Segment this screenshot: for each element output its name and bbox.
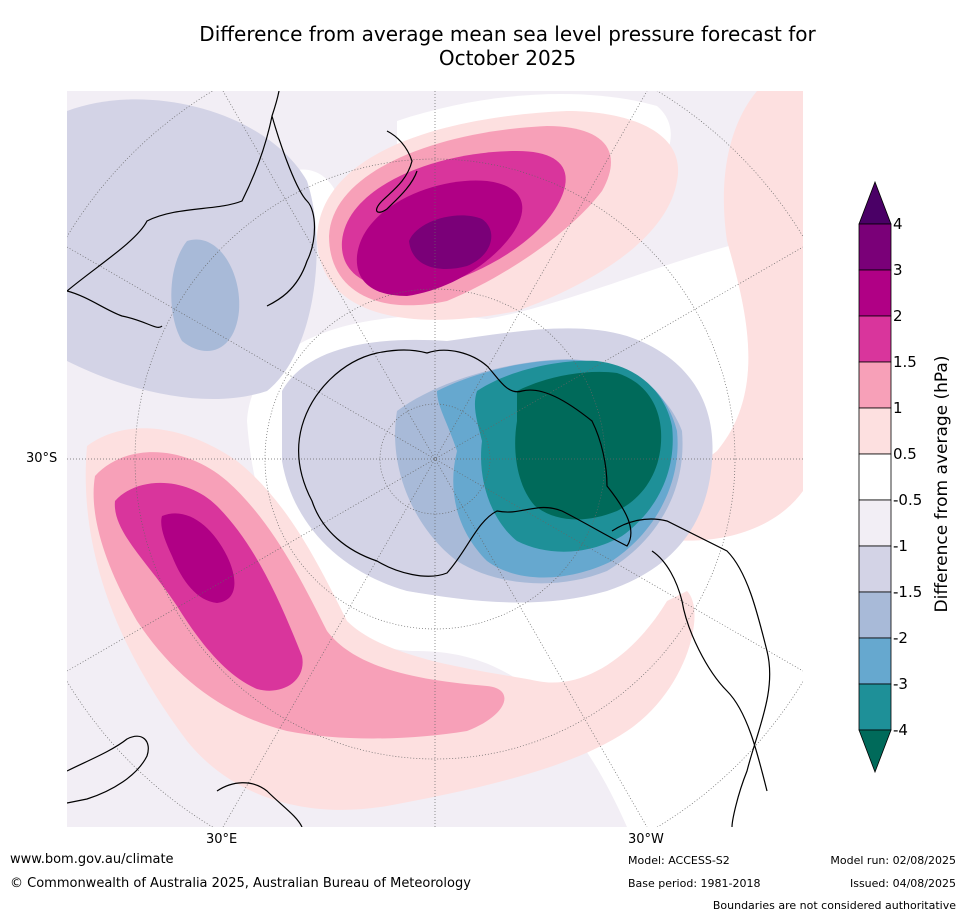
colorbar-segment bbox=[858, 683, 892, 731]
colorbar-tick-label: -2 bbox=[893, 629, 908, 647]
footer-issued: Issued: 04/08/2025 bbox=[849, 877, 956, 890]
colorbar-segment bbox=[858, 499, 892, 547]
graticule bbox=[67, 91, 803, 827]
footer-model: Model: ACCESS-S2 bbox=[628, 854, 730, 867]
colorbar-tick-label: 3 bbox=[893, 261, 903, 279]
pressure-anomaly-map bbox=[67, 91, 803, 827]
south-america-coastline bbox=[611, 518, 771, 827]
chart-title: Difference from average mean sea level p… bbox=[150, 22, 865, 70]
colorbar-tick-label: -4 bbox=[893, 721, 908, 739]
colorbar-tick-label: 1.5 bbox=[893, 353, 917, 371]
anomaly-plus3-nz bbox=[409, 215, 492, 270]
colorbar-tick-label: -0.5 bbox=[893, 491, 923, 509]
footer-website: www.bom.gov.au/climate bbox=[10, 852, 174, 867]
colorbar-segment bbox=[858, 407, 892, 455]
africa-coastline bbox=[67, 735, 149, 804]
colorbar-segment bbox=[858, 637, 892, 685]
colorbar-tick-label: 2 bbox=[893, 307, 903, 325]
coastlines bbox=[67, 91, 771, 827]
footer-model-run: Model run: 02/08/2025 bbox=[830, 854, 956, 867]
colorbar-segment bbox=[858, 223, 892, 271]
colorbar-segment bbox=[858, 453, 892, 501]
anomaly-plus05-east bbox=[616, 91, 803, 541]
colorbar-tick-label: 0.5 bbox=[893, 445, 917, 463]
anomaly-minus4-antarctica bbox=[515, 371, 662, 520]
new-zealand-coastline bbox=[375, 130, 418, 213]
colorbar-extend-bottom bbox=[858, 729, 892, 774]
lat-label-30s: 30°S bbox=[26, 451, 58, 466]
footer-base-period: Base period: 1981-2018 bbox=[628, 877, 761, 890]
colorbar-segment bbox=[858, 269, 892, 317]
anomaly-plus2-indian bbox=[161, 513, 235, 603]
title-line-2: October 2025 bbox=[438, 46, 577, 70]
colorbar-tick-label: 4 bbox=[893, 215, 903, 233]
title-line-1: Difference from average mean sea level p… bbox=[199, 22, 816, 46]
colorbar-tick-label: -3 bbox=[893, 675, 908, 693]
colorbar-segment bbox=[858, 315, 892, 363]
lon-label-30e: 30°E bbox=[206, 832, 238, 847]
colorbar-tick-label: 1 bbox=[893, 399, 903, 417]
colorbar-tick-label: -1.5 bbox=[893, 583, 923, 601]
lon-label-30w: 30°W bbox=[628, 832, 664, 847]
colorbar bbox=[858, 180, 892, 774]
colorbar-segment bbox=[858, 361, 892, 409]
madagascar-coastline bbox=[216, 782, 303, 827]
footer-disclaimer: Boundaries are not considered authoritat… bbox=[712, 899, 956, 912]
footer-copyright: © Commonwealth of Australia 2025, Austra… bbox=[10, 876, 471, 891]
colorbar-extend-top bbox=[858, 180, 892, 225]
colorbar-segment bbox=[858, 545, 892, 593]
colorbar-label: Difference from average (hPa) bbox=[932, 355, 952, 613]
colorbar-tick-label: -1 bbox=[893, 537, 908, 555]
australia-coastline bbox=[67, 91, 316, 328]
anomaly-minus1p5-australia bbox=[171, 239, 240, 351]
colorbar-segment bbox=[858, 591, 892, 639]
